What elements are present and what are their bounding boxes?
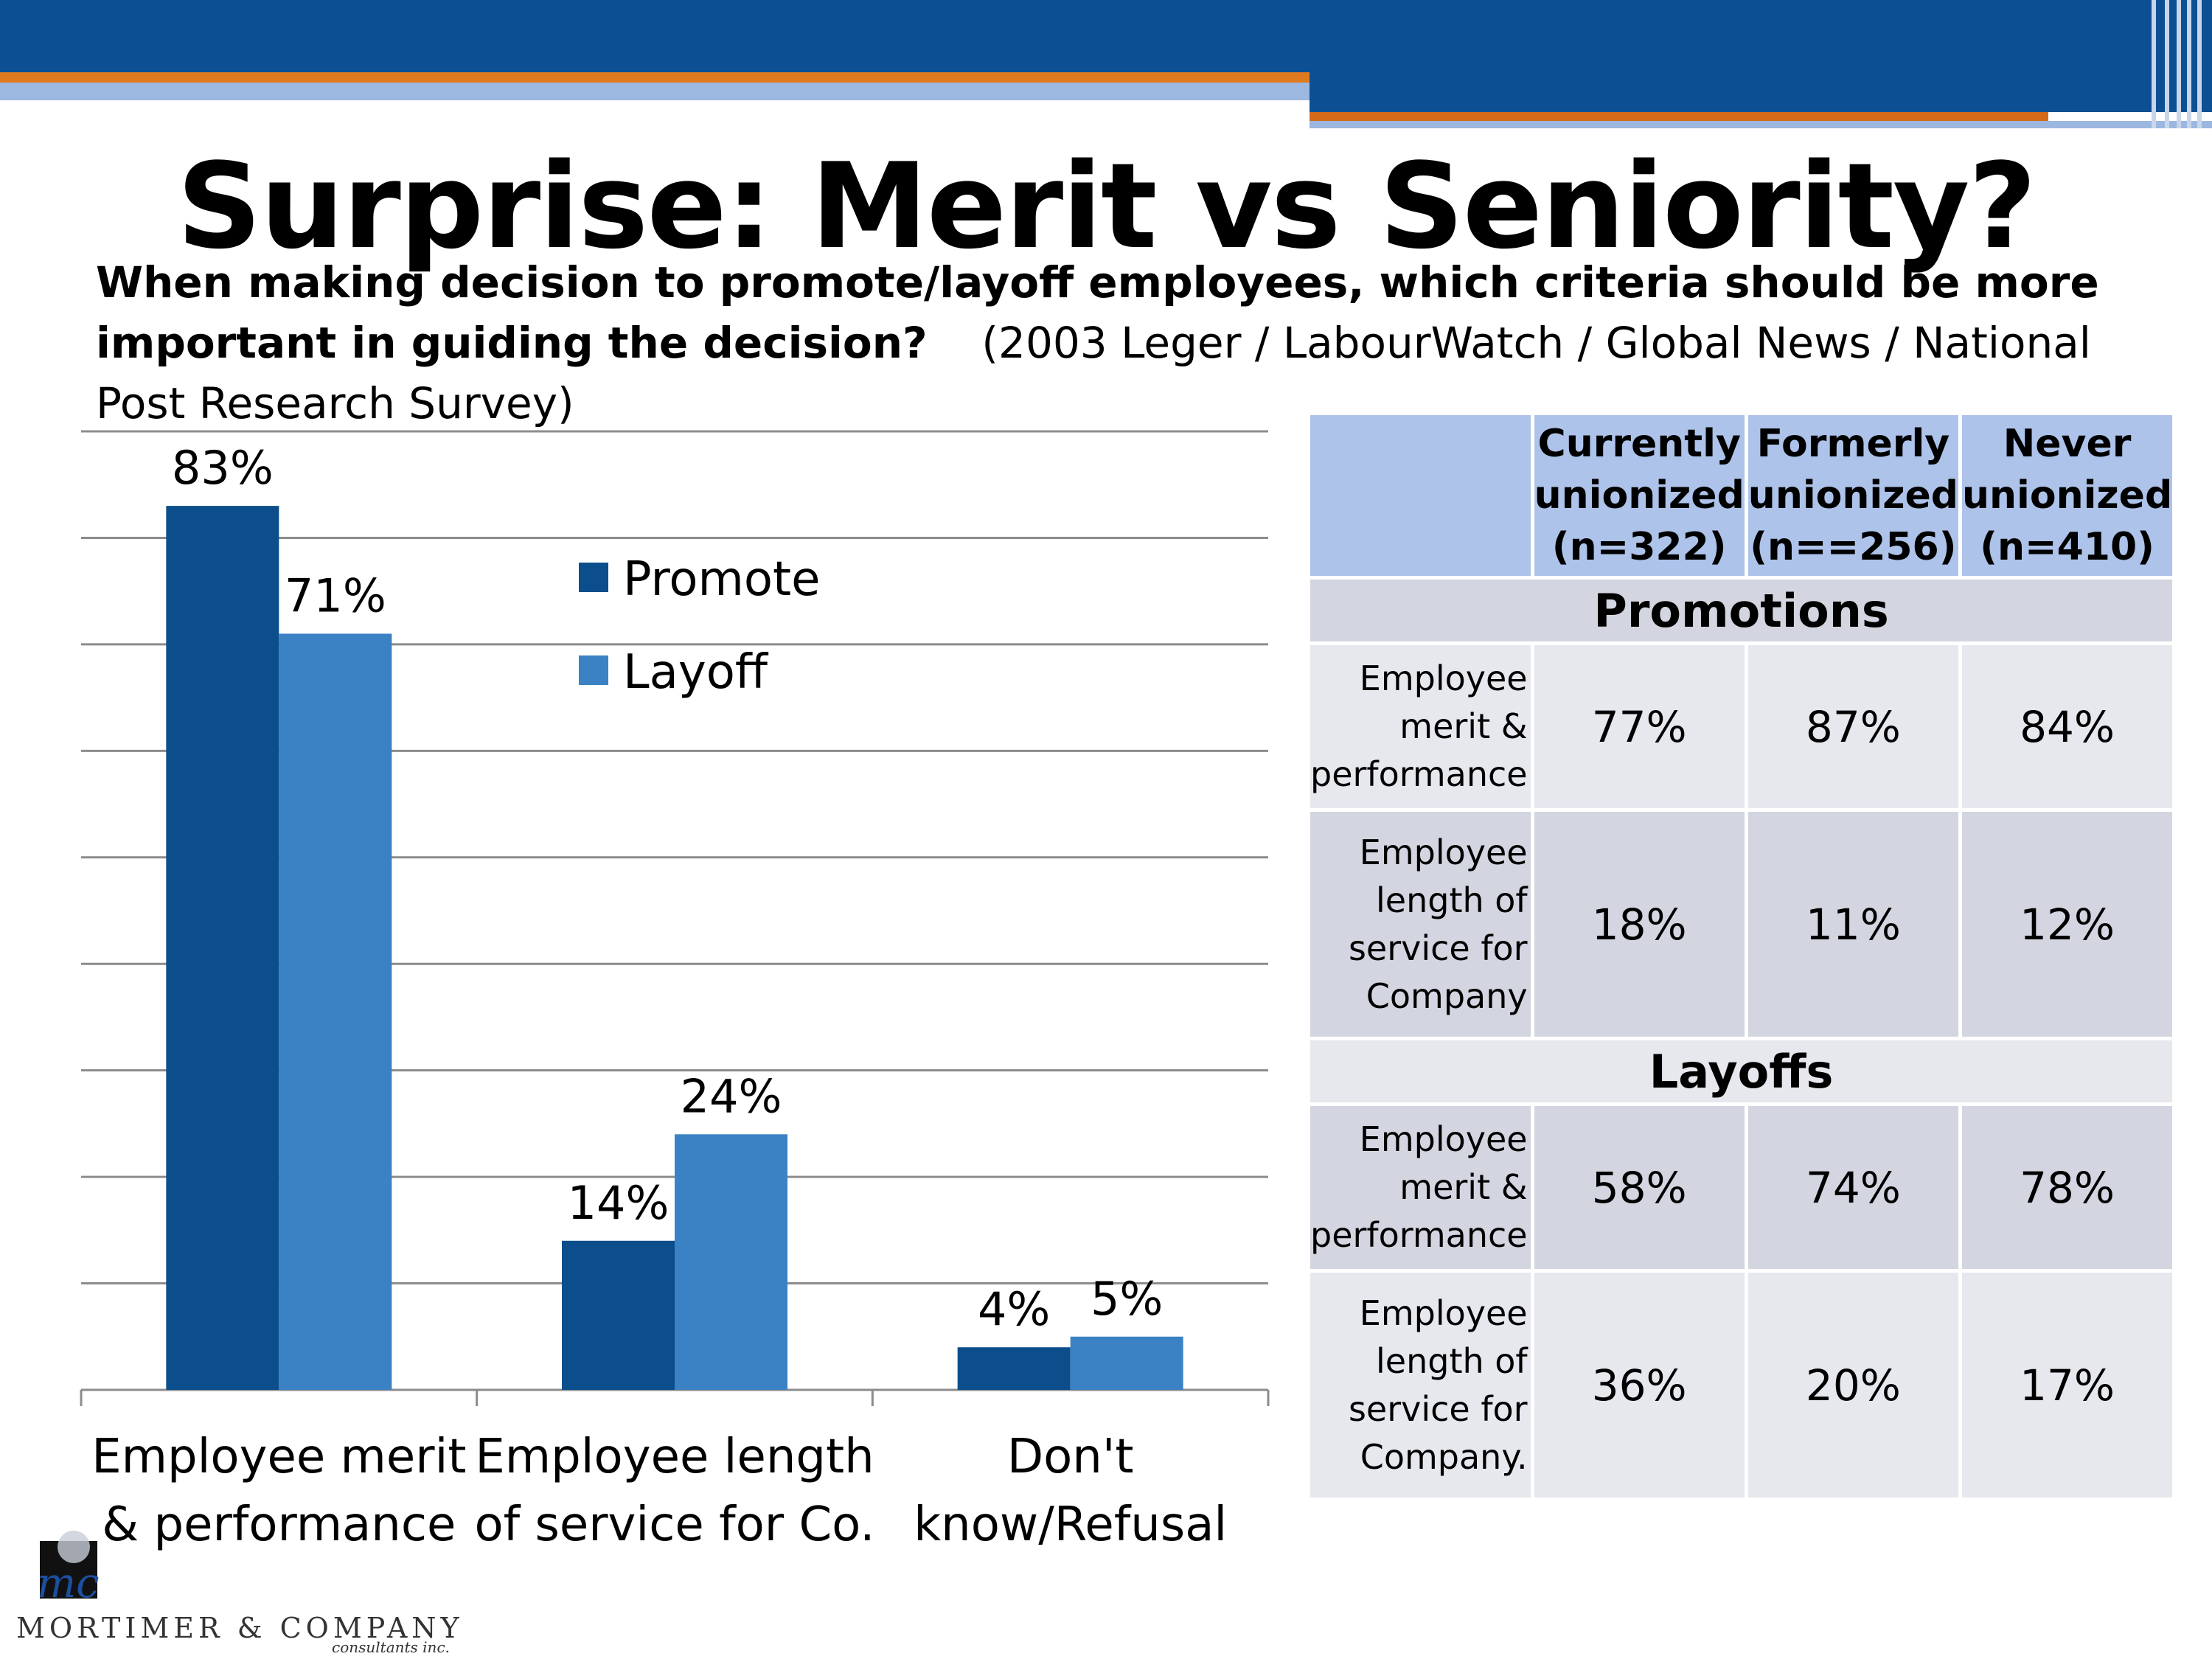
banner-lightblue-stripe [0, 83, 1310, 100]
banner-right-orange-stripe [1310, 112, 2048, 121]
table-row-label-line: Company. [1360, 1436, 1528, 1477]
table-cell-value: 74% [1744, 1102, 1962, 1273]
mortimer-logo-icon: mc [37, 1531, 99, 1607]
bar-chart: 83% 71% Employee merit & performance 14%24% E… [80, 430, 1270, 1552]
top-banner [0, 0, 2212, 72]
category-label: know/Refusal [914, 1498, 1227, 1552]
table-row-label-line: service for [1348, 1388, 1528, 1429]
data-label: 5% [1091, 1272, 1163, 1326]
results-table: Currently unionized (n=322) Formerly unioniz… [1306, 411, 2177, 1501]
table-row-label-line: service for [1348, 928, 1528, 968]
table-column-header-line: Never [2003, 422, 2132, 466]
table-row-label-line: length of [1376, 1340, 1528, 1381]
table-row: Employee length of service for Company. 36% 2… [1307, 1269, 2177, 1501]
table-row-label-line: Employee [1359, 658, 1528, 698]
table-row-label-line: length of [1376, 880, 1528, 920]
table-row-label-line: Employee [1359, 1293, 1528, 1333]
table-column-header: Never unionized (n=410) [1958, 411, 2177, 580]
table-section-title: Layoffs [1306, 1037, 2177, 1106]
table-row-label: Employee merit & performance [1307, 641, 1534, 812]
banner-vertical-stripe [2177, 0, 2181, 128]
table-row: Employee merit & performance 77% 87% 84% [1307, 641, 2177, 812]
table-header-blank [1307, 411, 1534, 580]
category-label: Don't [1007, 1430, 1134, 1484]
table-row: Employee length of service for Company 18% 11… [1307, 808, 2177, 1040]
banner-right-light-stripe [1310, 121, 2212, 128]
legend-swatch [579, 563, 608, 592]
table-column-header-line: (n=410) [1980, 525, 2154, 569]
banner-vertical-stripe [2197, 0, 2202, 128]
page-title: Surprise: Merit vs Seniority? [176, 137, 2037, 275]
table-column-header-line: unionized [1534, 473, 1745, 518]
table-cell-value: 84% [1958, 641, 2177, 812]
table-cell-value: 17% [1958, 1269, 2177, 1501]
table-header-row: Currently unionized (n=322) Formerly unioniz… [1307, 411, 2177, 580]
table-column-header-line: unionized [1961, 473, 2173, 518]
data-label: 83% [172, 441, 274, 495]
data-label: 71% [285, 568, 386, 622]
table-cell-value: 18% [1530, 808, 1748, 1040]
data-label: 4% [978, 1282, 1050, 1336]
table-column-header-line: (n==256) [1750, 525, 1957, 569]
banner-vertical-stripe [2187, 0, 2191, 128]
data-label: 14% [568, 1176, 669, 1230]
bar-promote [957, 1347, 1071, 1390]
subtitle: When making decision to promote/layoff e… [96, 252, 2175, 434]
table-column-header-line: Currently [1537, 422, 1741, 466]
table-row-label-line: merit & [1399, 706, 1528, 746]
category-label: Employee merit [91, 1430, 466, 1484]
table-row-label-line: performance [1310, 754, 1528, 794]
table-row-label: Employee length of service for Company [1307, 808, 1534, 1040]
table-cell-value: 20% [1744, 1269, 1962, 1501]
table-cell-value: 12% [1958, 808, 2177, 1040]
category-label: & performance [102, 1498, 456, 1552]
table-row-label: Employee length of service for Company. [1307, 1269, 1534, 1501]
bar-layoff [279, 633, 392, 1390]
survey-source: (2003 Leger / LabourWatch / Global News … [96, 318, 2091, 428]
table-column-header-line: unionized [1747, 473, 1958, 518]
banner-vertical-stripe [2152, 0, 2156, 128]
table-column-header: Formerly unionized (n==256) [1744, 411, 1962, 580]
company-tagline: consultants inc. [332, 1638, 450, 1656]
table-cell-value: 87% [1744, 641, 1962, 812]
table-row-label-line: Employee [1359, 1119, 1528, 1159]
table-row-label-line: Employee [1359, 832, 1528, 872]
legend-label: Layoff [623, 645, 769, 700]
category-label: of service for Co. [474, 1498, 874, 1552]
table-row-label-line: Company [1366, 975, 1528, 1016]
legend-swatch [579, 655, 608, 685]
survey-question: When making decision to promote/layoff e… [96, 257, 2099, 368]
bar-layoff [675, 1134, 787, 1390]
table-cell-value: 78% [1958, 1102, 2177, 1273]
table-section-row: Promotions [1306, 576, 2177, 645]
table-row-label: Employee merit & performance [1307, 1102, 1534, 1273]
table-cell-value: 11% [1744, 808, 1962, 1040]
banner-vertical-stripe [2165, 0, 2169, 128]
data-label: 24% [681, 1069, 782, 1123]
svg-text:mc: mc [37, 1559, 99, 1607]
banner-orange-stripe [0, 72, 1310, 83]
table-cell-value: 36% [1530, 1269, 1748, 1501]
table-section-title: Promotions [1306, 576, 2177, 645]
table-row: Employee merit & performance 58% 74% 78% [1307, 1102, 2177, 1273]
bar-layoff [1070, 1336, 1183, 1390]
table-row-label-line: merit & [1399, 1167, 1528, 1207]
category-label: Employee length [475, 1430, 874, 1484]
table-cell-value: 77% [1530, 641, 1748, 812]
bar-promote [166, 506, 279, 1390]
legend-label: Promote [623, 552, 821, 607]
table-cell-value: 58% [1530, 1102, 1748, 1273]
banner-right-block [1310, 72, 2212, 112]
company-name: MORTIMER & COMPANY [16, 1612, 464, 1644]
table-column-header-line: (n=322) [1551, 525, 1727, 569]
table-column-header-line: Formerly [1756, 422, 1950, 466]
table-section-row: Layoffs [1306, 1037, 2177, 1106]
table-row-label-line: performance [1310, 1215, 1528, 1255]
table-column-header: Currently unionized (n=322) [1530, 411, 1748, 580]
bar-promote [562, 1240, 675, 1390]
